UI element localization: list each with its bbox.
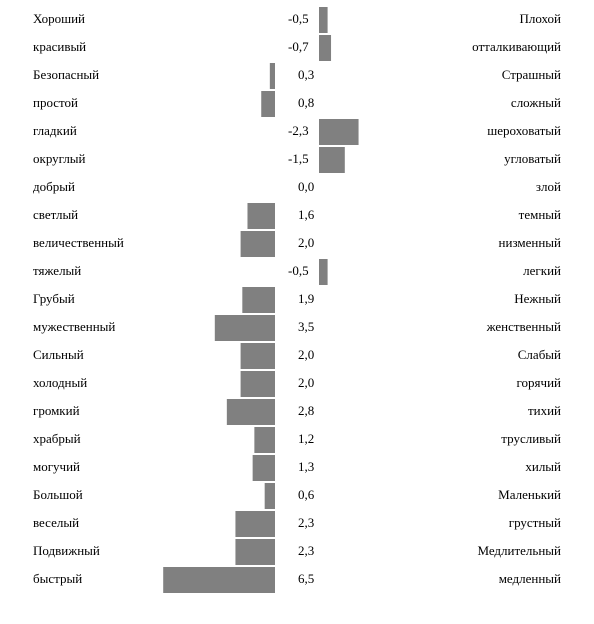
- bar: [226, 399, 275, 425]
- right-label: Слабый: [518, 347, 561, 362]
- bar: [319, 35, 332, 61]
- left-label: быстрый: [33, 571, 82, 586]
- right-label: угловатый: [504, 151, 561, 166]
- bar: [264, 483, 275, 509]
- bar: [240, 343, 275, 369]
- bar: [269, 63, 275, 89]
- value-label: -0,5: [288, 11, 309, 26]
- left-label: веселый: [33, 515, 79, 530]
- left-label: Хороший: [33, 11, 85, 26]
- bar: [254, 427, 275, 453]
- bar: [235, 539, 275, 565]
- left-label: Грубый: [33, 291, 75, 306]
- bar: [240, 371, 275, 397]
- right-label: Страшный: [502, 67, 561, 82]
- right-label: темный: [519, 207, 561, 222]
- right-label: трусливый: [501, 431, 561, 446]
- value-label: 1,6: [298, 207, 315, 222]
- value-label: -0,5: [288, 263, 309, 278]
- right-label: горячий: [517, 375, 561, 390]
- left-label: добрый: [33, 179, 75, 194]
- left-label: Сильный: [33, 347, 84, 362]
- right-label: Медлительный: [477, 543, 561, 558]
- right-label: хилый: [525, 459, 561, 474]
- right-label: шероховатый: [487, 123, 561, 138]
- value-label: 0,6: [298, 487, 315, 502]
- right-label: грустный: [509, 515, 561, 530]
- left-label: холодный: [33, 375, 87, 390]
- value-label: 1,9: [298, 291, 314, 306]
- right-label: легкий: [523, 263, 561, 278]
- value-label: 2,8: [298, 403, 314, 418]
- left-label: округлый: [33, 151, 86, 166]
- value-label: 1,3: [298, 459, 314, 474]
- left-label: гладкий: [33, 123, 77, 138]
- bar: [242, 287, 275, 313]
- right-label: Маленький: [498, 487, 561, 502]
- value-label: 2,0: [298, 235, 314, 250]
- value-label: -2,3: [288, 123, 309, 138]
- value-label: 0,8: [298, 95, 314, 110]
- left-label: величественный: [33, 235, 124, 250]
- value-label: -0,7: [288, 39, 309, 54]
- bar: [319, 147, 345, 173]
- left-label: Безопасный: [33, 67, 99, 82]
- left-label: красивый: [33, 39, 86, 54]
- bar: [240, 231, 275, 257]
- bar: [252, 455, 275, 481]
- value-label: 0,0: [298, 179, 314, 194]
- left-label: Большой: [33, 487, 83, 502]
- right-label: низменный: [499, 235, 562, 250]
- value-label: 0,3: [298, 67, 314, 82]
- bar: [261, 91, 275, 117]
- left-label: храбрый: [33, 431, 81, 446]
- value-label: 2,3: [298, 543, 314, 558]
- value-label: 2,0: [298, 375, 314, 390]
- bar: [319, 7, 328, 33]
- left-label: могучий: [33, 459, 80, 474]
- right-label: медленный: [499, 571, 561, 586]
- right-label: Плохой: [519, 11, 561, 26]
- left-label: тяжелый: [33, 263, 81, 278]
- bar: [235, 511, 275, 537]
- value-label: 3,5: [298, 319, 314, 334]
- left-label: Подвижный: [33, 543, 100, 558]
- value-label: 1,2: [298, 431, 314, 446]
- left-label: простой: [33, 95, 78, 110]
- right-label: женственный: [486, 319, 561, 334]
- left-label: мужественный: [33, 319, 115, 334]
- value-label: 2,3: [298, 515, 314, 530]
- left-label: светлый: [33, 207, 78, 222]
- right-label: сложный: [511, 95, 561, 110]
- right-label: отталкивающий: [472, 39, 561, 54]
- bar: [163, 567, 275, 593]
- value-label: 2,0: [298, 347, 314, 362]
- right-label: тихий: [528, 403, 561, 418]
- bar: [247, 203, 275, 229]
- right-label: злой: [536, 179, 561, 194]
- bar: [214, 315, 275, 341]
- bar: [319, 119, 359, 145]
- value-label: 6,5: [298, 571, 314, 586]
- left-label: громкий: [33, 403, 80, 418]
- right-label: Нежный: [514, 291, 561, 306]
- bar: [319, 259, 328, 285]
- value-label: -1,5: [288, 151, 309, 166]
